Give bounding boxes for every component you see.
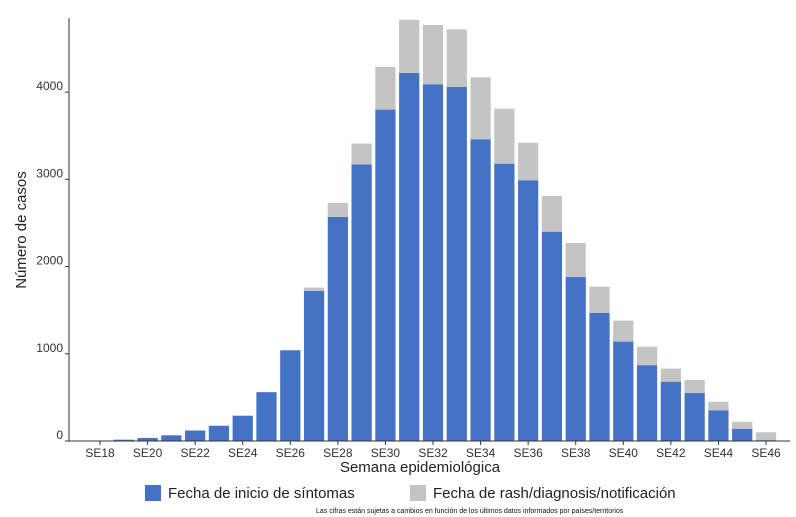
- bar-series-1-se30: [375, 109, 396, 441]
- footnote: Las cifras están sujetas a cambios en fu…: [316, 508, 624, 515]
- bars-group: [89, 19, 777, 442]
- bar-series-1-se42: [660, 381, 681, 441]
- bar-series-1-se21: [161, 435, 182, 441]
- bar-series-2-se28: [327, 202, 348, 217]
- bar-series-2-se45: [732, 421, 753, 429]
- bar-series-1-se43: [684, 393, 705, 441]
- bar-series-1-se31: [399, 72, 420, 441]
- bar-series-2-se37: [541, 195, 563, 232]
- bar-series-2-se38: [565, 243, 586, 278]
- bar-series-2-se31: [399, 19, 420, 73]
- x-ticks-group: SE18 SE20 SE22 SE24 SE26 SE28 SE30 SE32 SE34 SE36…: [85, 441, 781, 460]
- bar-series-1-se26: [280, 350, 301, 441]
- bar-series-1-se34: [470, 139, 491, 442]
- x-tick-label-se42: SE42: [656, 446, 686, 460]
- bar-series-2-se41: [636, 346, 658, 366]
- legend-swatch-series-1: [145, 485, 161, 501]
- bar-series-2-se33: [446, 29, 467, 87]
- bar-series-2-se35: [494, 108, 515, 164]
- bar-series-2-se30: [375, 66, 396, 110]
- bar-series-1-se44: [708, 410, 729, 441]
- bar-series-2-se40: [613, 320, 634, 342]
- bar-series-1-se20: [137, 437, 158, 441]
- legend: Fecha de inicio de síntomas Fecha de ras…: [145, 485, 676, 502]
- bar-series-2-se36: [518, 142, 539, 181]
- bar-series-1-se35: [494, 163, 515, 441]
- bar-series-1-se32: [422, 84, 444, 441]
- bar-series-2-se34: [470, 77, 491, 140]
- x-tick-label-se20: SE20: [133, 446, 163, 460]
- x-tick-label-se36: SE36: [513, 446, 543, 460]
- x-tick-label-se38: SE38: [561, 446, 591, 460]
- x-tick-label-se34: SE34: [466, 446, 496, 460]
- y-tick-label-4000: 4000: [36, 79, 63, 93]
- y-axis-title: Número de casos: [13, 171, 30, 289]
- x-axis-title: Semana epidemiológica: [340, 459, 501, 476]
- x-tick-label-se26: SE26: [276, 446, 306, 460]
- bar-series-2-se39: [589, 286, 610, 313]
- bar-series-1-se36: [518, 180, 539, 441]
- x-tick-label-se28: SE28: [323, 446, 353, 460]
- bar-series-1-se45: [732, 428, 753, 441]
- bar-series-1-se27: [303, 290, 325, 441]
- bar-series-2-se43: [684, 379, 705, 394]
- bar-series-1-se23: [208, 425, 230, 441]
- bar-series-1-se38: [565, 277, 586, 441]
- bar-series-1-se28: [327, 216, 348, 441]
- bar-series-1-se19: [113, 439, 134, 441]
- x-tick-label-se24: SE24: [228, 446, 258, 460]
- bar-series-2-se46: [755, 432, 777, 441]
- bar-series-2-se42: [660, 368, 681, 382]
- y-tick-label-0: 0: [56, 428, 63, 442]
- legend-label-series-1: Fecha de inicio de síntomas: [168, 485, 355, 502]
- y-tick-label-1000: 1000: [36, 341, 63, 355]
- axes-group: [68, 18, 790, 442]
- bar-series-1-se39: [589, 312, 610, 441]
- bar-series-2-se44: [708, 401, 729, 411]
- x-tick-label-se46: SE46: [751, 446, 781, 460]
- legend-swatch-series-2: [410, 485, 426, 501]
- x-tick-label-se30: SE30: [371, 446, 401, 460]
- bar-series-2-se27: [303, 287, 325, 291]
- bar-series-1-se37: [541, 231, 563, 441]
- x-tick-label-se32: SE32: [418, 446, 448, 460]
- bar-series-1-se29: [351, 164, 372, 441]
- y-tick-label-3000: 3000: [36, 166, 63, 180]
- x-tick-label-se40: SE40: [609, 446, 639, 460]
- y-ticks-group: 0 1000 2000 3000 4000: [36, 79, 69, 442]
- bar-series-2-se32: [422, 24, 444, 85]
- x-tick-label-se44: SE44: [704, 446, 734, 460]
- bar-series-1-se40: [613, 341, 634, 441]
- bar-series-1-se41: [636, 365, 658, 441]
- bar-series-1-se24: [232, 415, 253, 441]
- bar-series-1-se22: [185, 430, 206, 441]
- x-tick-label-se22: SE22: [180, 446, 210, 460]
- y-tick-label-2000: 2000: [36, 254, 63, 268]
- x-tick-label-se18: SE18: [85, 446, 115, 460]
- bar-series-1-se33: [446, 86, 467, 442]
- legend-label-series-2: Fecha de rash/diagnosis/notificación: [433, 485, 676, 502]
- bar-series-1-se25: [256, 392, 277, 441]
- bar-series-2-se29: [351, 143, 372, 165]
